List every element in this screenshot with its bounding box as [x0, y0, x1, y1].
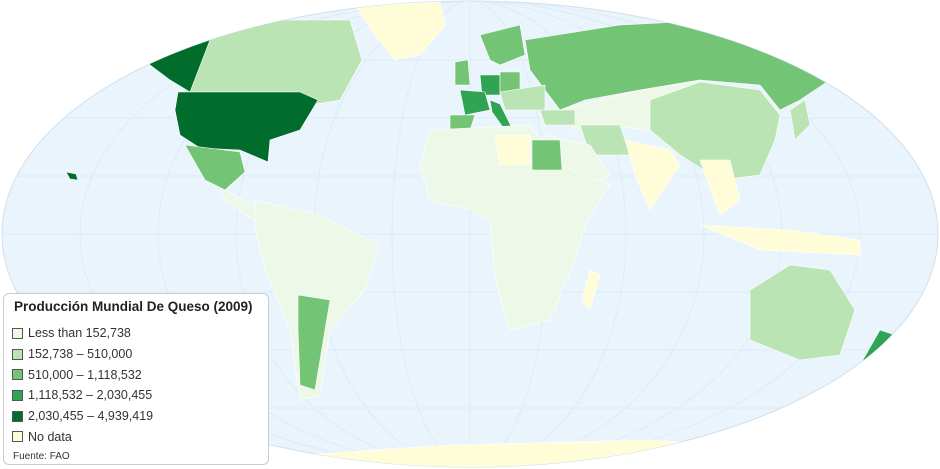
legend-label: Less than 152,738	[28, 326, 131, 341]
region-indonesia[interactable]	[699, 224, 861, 256]
region-france[interactable]	[459, 89, 491, 116]
region-turkey[interactable]	[539, 109, 576, 126]
region-southeast-asia[interactable]	[699, 159, 741, 216]
region-scandinavia[interactable]	[479, 24, 526, 66]
region-germany[interactable]	[479, 74, 501, 96]
region-usa[interactable]	[174, 91, 319, 163]
region-argentina[interactable]	[297, 294, 331, 391]
legend-swatch	[12, 410, 23, 422]
legend-item: 2,030,455 – 4,939,419	[10, 406, 262, 427]
legend-swatch	[12, 348, 23, 360]
legend-item: 1,118,532 – 2,030,455	[10, 385, 262, 406]
legend-label: No data	[28, 429, 72, 444]
region-india[interactable]	[624, 139, 681, 211]
region-madagascar[interactable]	[581, 269, 601, 311]
region-africa[interactable]	[419, 124, 611, 331]
legend-item: 152,738 – 510,000	[10, 344, 262, 365]
legend-item: Less than 152,738	[10, 323, 262, 344]
region-egypt[interactable]	[531, 139, 563, 171]
map-legend: Producción Mundial De Queso (2009) Less …	[3, 293, 269, 465]
region-mexico[interactable]	[184, 144, 246, 191]
legend-swatch	[12, 431, 23, 443]
region-china[interactable]	[649, 81, 781, 181]
legend-swatch	[12, 389, 23, 401]
region-australia[interactable]	[749, 264, 856, 361]
legend-swatch	[12, 327, 23, 339]
region-poland[interactable]	[499, 71, 521, 93]
region-japan[interactable]	[789, 99, 811, 141]
legend-title: Producción Mundial De Queso (2009)	[14, 299, 253, 314]
legend-label: 152,738 – 510,000	[28, 347, 133, 362]
legend-item: 510,000 – 1,118,532	[10, 364, 262, 385]
source-note: Fuente: FAO	[13, 451, 70, 463]
legend-swatch	[12, 369, 23, 381]
legend-label: 2,030,455 – 4,939,419	[28, 409, 154, 424]
legend-label: 1,118,532 – 2,030,455	[28, 388, 153, 403]
region-greenland[interactable]	[354, 1, 446, 61]
region-libya[interactable]	[494, 134, 531, 166]
region-hawaii[interactable]	[65, 171, 79, 181]
legend-item: No data	[10, 426, 262, 447]
legend-label: 510,000 – 1,118,532	[28, 367, 142, 382]
region-uk[interactable]	[454, 59, 471, 86]
